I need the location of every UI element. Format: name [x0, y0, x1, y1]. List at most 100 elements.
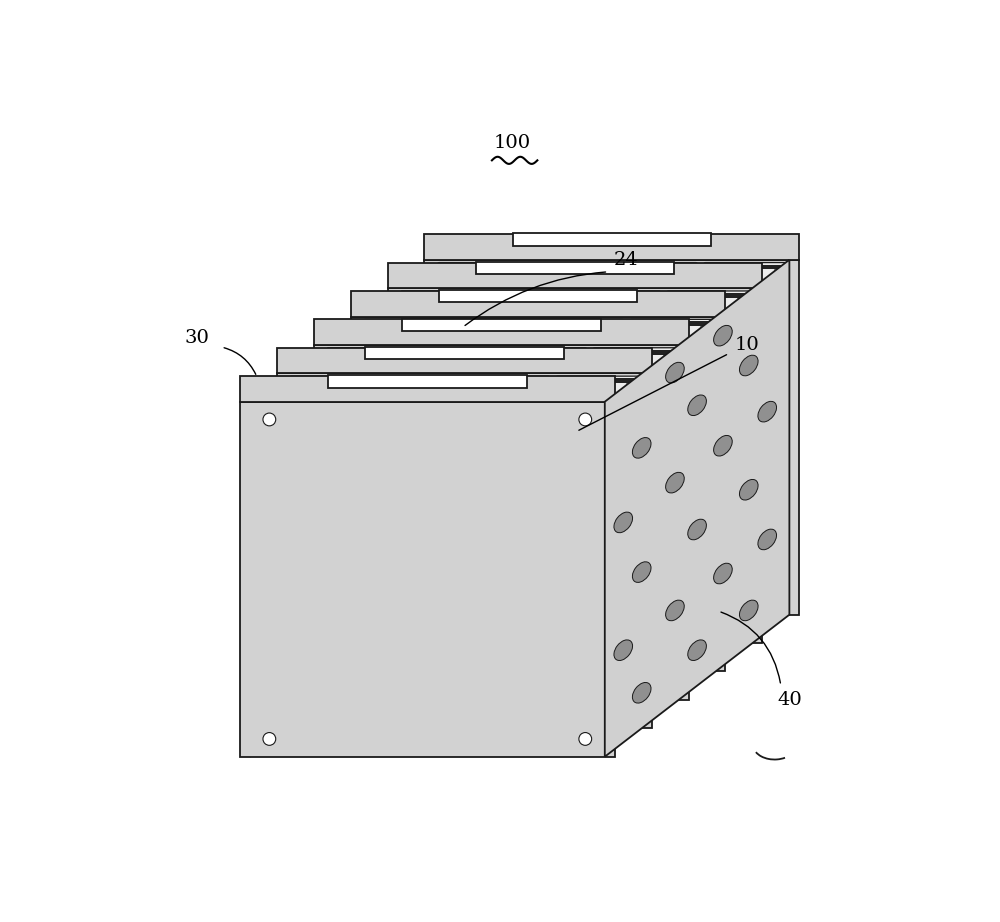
Polygon shape	[649, 435, 659, 496]
Polygon shape	[417, 633, 428, 695]
Polygon shape	[329, 407, 407, 411]
FancyBboxPatch shape	[504, 348, 587, 413]
Polygon shape	[706, 534, 784, 538]
Polygon shape	[506, 562, 585, 567]
Polygon shape	[506, 420, 585, 425]
Polygon shape	[543, 322, 553, 383]
Circle shape	[300, 704, 313, 717]
Polygon shape	[595, 491, 674, 496]
Polygon shape	[774, 407, 784, 467]
Polygon shape	[669, 364, 747, 369]
Circle shape	[411, 300, 423, 313]
Polygon shape	[706, 321, 784, 325]
Polygon shape	[469, 520, 479, 582]
Circle shape	[653, 356, 665, 369]
Polygon shape	[595, 691, 674, 695]
Polygon shape	[558, 648, 637, 653]
Polygon shape	[558, 577, 637, 582]
Polygon shape	[506, 633, 516, 695]
Polygon shape	[360, 520, 371, 582]
Polygon shape	[329, 633, 407, 638]
Polygon shape	[292, 435, 371, 440]
Polygon shape	[454, 322, 533, 326]
Polygon shape	[649, 293, 659, 354]
Polygon shape	[700, 535, 711, 596]
Polygon shape	[737, 435, 747, 496]
Polygon shape	[632, 535, 711, 539]
Polygon shape	[543, 662, 622, 667]
FancyBboxPatch shape	[504, 561, 587, 626]
Polygon shape	[612, 535, 622, 596]
Polygon shape	[329, 491, 339, 553]
FancyBboxPatch shape	[378, 589, 461, 655]
Polygon shape	[575, 420, 585, 482]
FancyBboxPatch shape	[452, 603, 535, 668]
Polygon shape	[669, 506, 747, 511]
Polygon shape	[439, 407, 518, 411]
Polygon shape	[402, 293, 413, 354]
Polygon shape	[402, 435, 481, 440]
Polygon shape	[471, 435, 481, 496]
Polygon shape	[486, 491, 496, 553]
Polygon shape	[491, 349, 570, 354]
Polygon shape	[706, 336, 716, 396]
Polygon shape	[380, 591, 391, 653]
FancyBboxPatch shape	[541, 319, 624, 384]
Text: 24: 24	[614, 251, 638, 268]
Polygon shape	[669, 435, 747, 440]
Polygon shape	[469, 378, 548, 383]
Polygon shape	[632, 464, 711, 468]
Polygon shape	[439, 336, 518, 340]
Circle shape	[616, 384, 629, 397]
FancyBboxPatch shape	[541, 461, 624, 526]
Polygon shape	[329, 491, 407, 496]
Polygon shape	[595, 633, 605, 695]
Polygon shape	[439, 463, 518, 467]
Ellipse shape	[632, 561, 651, 583]
Polygon shape	[434, 535, 444, 596]
FancyBboxPatch shape	[400, 433, 483, 498]
Polygon shape	[558, 449, 637, 454]
Polygon shape	[617, 478, 627, 538]
Polygon shape	[397, 491, 407, 553]
Polygon shape	[439, 478, 518, 482]
Polygon shape	[528, 265, 538, 325]
Polygon shape	[508, 336, 518, 396]
Polygon shape	[528, 549, 538, 609]
Polygon shape	[580, 491, 659, 496]
Polygon shape	[469, 449, 479, 511]
Polygon shape	[617, 265, 627, 325]
FancyBboxPatch shape	[437, 547, 520, 612]
Polygon shape	[292, 591, 302, 653]
Text: 40: 40	[777, 691, 802, 709]
Polygon shape	[454, 464, 465, 525]
FancyBboxPatch shape	[593, 561, 676, 626]
Polygon shape	[366, 322, 376, 383]
Polygon shape	[575, 349, 585, 411]
Polygon shape	[397, 633, 407, 695]
Polygon shape	[380, 506, 459, 511]
Circle shape	[690, 328, 702, 340]
FancyBboxPatch shape	[378, 660, 461, 726]
Polygon shape	[329, 349, 407, 354]
Polygon shape	[454, 393, 533, 397]
Ellipse shape	[666, 600, 684, 621]
FancyBboxPatch shape	[703, 405, 787, 470]
FancyBboxPatch shape	[290, 518, 373, 584]
Polygon shape	[663, 491, 674, 553]
FancyBboxPatch shape	[363, 461, 446, 526]
Polygon shape	[240, 402, 615, 757]
FancyBboxPatch shape	[504, 490, 587, 555]
Polygon shape	[449, 662, 459, 724]
FancyBboxPatch shape	[504, 632, 587, 697]
Polygon shape	[595, 349, 674, 354]
Polygon shape	[612, 322, 622, 383]
FancyBboxPatch shape	[437, 405, 520, 470]
Polygon shape	[685, 336, 696, 396]
Polygon shape	[632, 464, 642, 525]
Polygon shape	[506, 491, 516, 553]
FancyBboxPatch shape	[703, 547, 787, 612]
Polygon shape	[380, 520, 391, 582]
Polygon shape	[417, 420, 496, 425]
Ellipse shape	[632, 438, 651, 458]
